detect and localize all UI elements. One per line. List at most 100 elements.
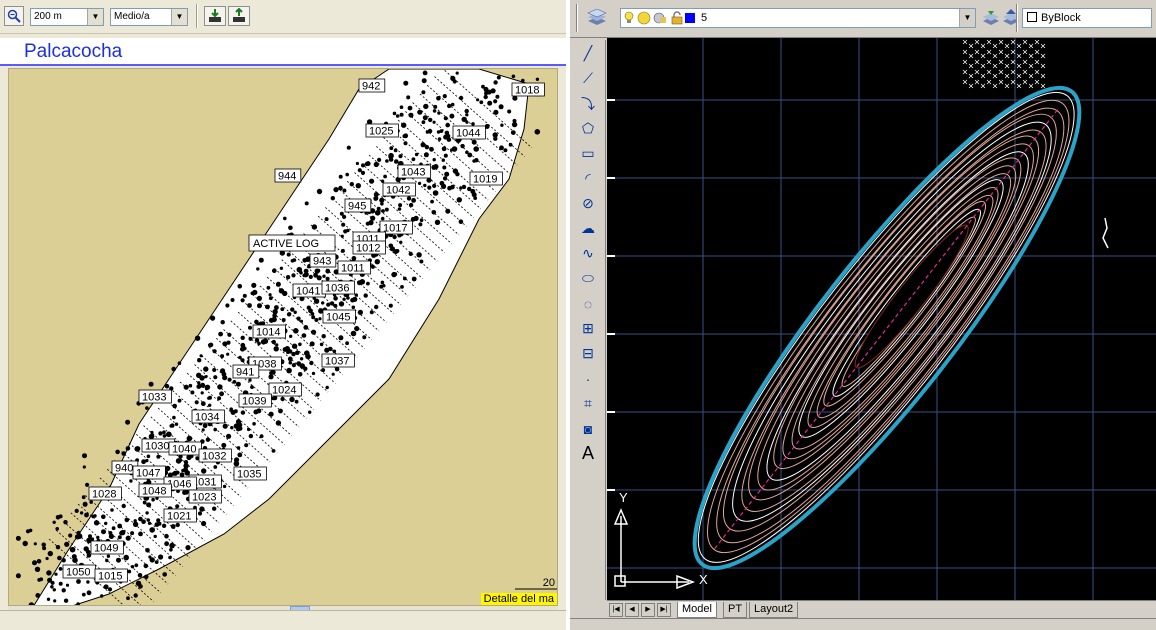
color-control-combo[interactable]: ByBlock [1022,8,1152,28]
map-detail-value: Medio/a [114,11,150,22]
waypoint-marker[interactable] [132,465,166,480]
lightbulb-icon[interactable] [623,11,635,31]
waypoint-label: 1030 [145,441,169,453]
waypoint-marker[interactable] [238,393,272,408]
waypoint-marker[interactable] [188,489,222,504]
waypoint-label: 1043 [401,167,425,179]
previous-tab-icon[interactable]: ◀ [625,603,639,617]
waypoint-marker[interactable] [94,568,128,583]
tab-model[interactable]: Model [677,602,717,618]
waypoint-marker[interactable] [397,164,431,179]
sun-icon[interactable] [637,11,651,31]
waypoint-marker[interactable] [337,260,371,275]
tab-pt[interactable]: PT [723,602,748,618]
make-object-layer-current-icon[interactable] [982,9,1000,32]
waypoint-label: 1037 [325,356,349,368]
waypoint-marker[interactable] [88,486,122,501]
waypoint-marker[interactable] [198,448,232,463]
cad-canvas[interactable] [607,38,1156,600]
chevron-down-icon[interactable]: ▼ [87,9,103,25]
waypoint-label: 1025 [369,126,393,138]
waypoint-label: 945 [348,201,366,213]
waypoint-label: 1048 [142,486,166,498]
waypoint-marker[interactable] [352,240,386,255]
waypoint-marker[interactable] [344,198,372,213]
waypoint-marker[interactable] [358,78,386,93]
ellipse-arc-icon[interactable]: ◌ [583,295,593,312]
waypoint-marker[interactable] [452,125,486,140]
text-icon[interactable]: A [581,443,594,463]
waypoint-marker[interactable] [163,476,197,491]
viewport-freeze-icon[interactable] [653,11,667,31]
next-tab-icon[interactable]: ▶ [641,603,655,617]
zoom-tool-icon[interactable] [4,6,24,26]
active-log-label: ACTIVE LOG [253,238,319,250]
waypoint-marker[interactable] [191,409,225,424]
map-detail-combo[interactable]: Medio/a ▼ [110,8,188,26]
waypoint-marker[interactable] [163,508,197,523]
send-to-device-icon[interactable] [204,6,226,26]
waypoint-marker[interactable] [274,168,302,183]
track-points [15,69,541,605]
ellipse-icon[interactable]: ⬭ [582,270,594,286]
layer-combo[interactable]: 5 ▼ [620,8,976,28]
waypoint-marker[interactable] [511,82,545,97]
stray-feature [1102,217,1109,249]
waypoint-marker[interactable] [268,382,302,397]
waypoint-marker[interactable] [321,353,355,368]
first-tab-icon[interactable]: |◀ [609,603,623,617]
map-status-bar [0,610,566,630]
receive-from-device-icon[interactable] [228,6,250,26]
last-tab-icon[interactable]: ▶| [657,603,671,617]
cad-window: 5 ▼ ByBlock ╱ ⟋ ⤵ ⬠ ▭ ◜ ⊘ ☁ ∿ ⬭ ◌ ⊞ ⊟ · ⌗ ◙ A Y X |◀ ◀ ▶… [570,0,1156,630]
waypoint-marker[interactable] [365,123,399,138]
xline-icon[interactable]: ⟋ [583,70,593,86]
waypoint-marker[interactable] [322,309,356,324]
insert-block-icon[interactable]: ⊞ [582,320,594,336]
waypoint-marker[interactable] [232,364,260,379]
layer-properties-icon[interactable] [586,8,608,32]
waypoint-marker[interactable] [138,389,172,404]
polygon-icon[interactable]: ⬠ [581,120,595,136]
waypoint-marker[interactable] [90,540,124,555]
waypoint-marker[interactable] [382,182,416,197]
ucs-y-label: Y [619,490,628,505]
tab-layout2[interactable]: Layout2 [749,602,799,618]
chevron-down-icon[interactable]: ▼ [171,9,187,25]
active-log-marker[interactable] [248,234,336,252]
waypoint-marker[interactable] [469,171,503,186]
polyline-icon[interactable]: ⤵ [581,95,595,112]
waypoint-marker[interactable] [252,324,286,339]
map-view[interactable]: 942 1018 1025 1044 944 1043 1042 1019 945 1017 101… [8,68,558,606]
lock-icon[interactable] [671,11,683,31]
spline-icon[interactable]: ∿ [582,245,594,261]
waypoint-label: 1015 [98,571,122,583]
hatch-icon[interactable]: ⌗ [584,395,592,411]
revision-cloud-icon[interactable]: ☁ [581,220,595,236]
waypoint-marker[interactable] [309,253,337,268]
layer-color-swatch [685,13,695,23]
waypoint-label: 1044 [456,128,480,140]
cad-status-bar [570,618,1156,630]
point-icon[interactable]: · [585,370,591,387]
waypoint-marker[interactable] [233,466,267,481]
waypoint-marker[interactable] [321,280,355,295]
layer-previous-icon[interactable] [1002,9,1020,32]
region-icon[interactable]: ◙ [583,420,593,437]
zoom-scale-value: 200 m [34,11,62,22]
waypoint-marker[interactable] [168,441,202,456]
waypoint-label: 1041 [296,286,320,298]
waypoint-marker[interactable] [379,220,413,235]
line-icon[interactable]: ╱ [583,45,593,61]
waypoint-label: 1024 [272,385,296,397]
arc-icon[interactable]: ◜ [585,170,591,186]
cad-drawing-area[interactable]: Y X [607,38,1156,600]
rectangle-icon[interactable]: ▭ [581,145,595,161]
zoom-scale-combo[interactable]: 200 m ▼ [30,8,104,26]
waypoint-marker[interactable] [138,483,172,498]
make-block-icon[interactable]: ⊟ [582,345,594,361]
circle-icon[interactable]: ⊘ [582,195,594,211]
waypoint-label: 1040 [172,444,196,456]
chevron-down-icon[interactable]: ▼ [959,9,975,27]
